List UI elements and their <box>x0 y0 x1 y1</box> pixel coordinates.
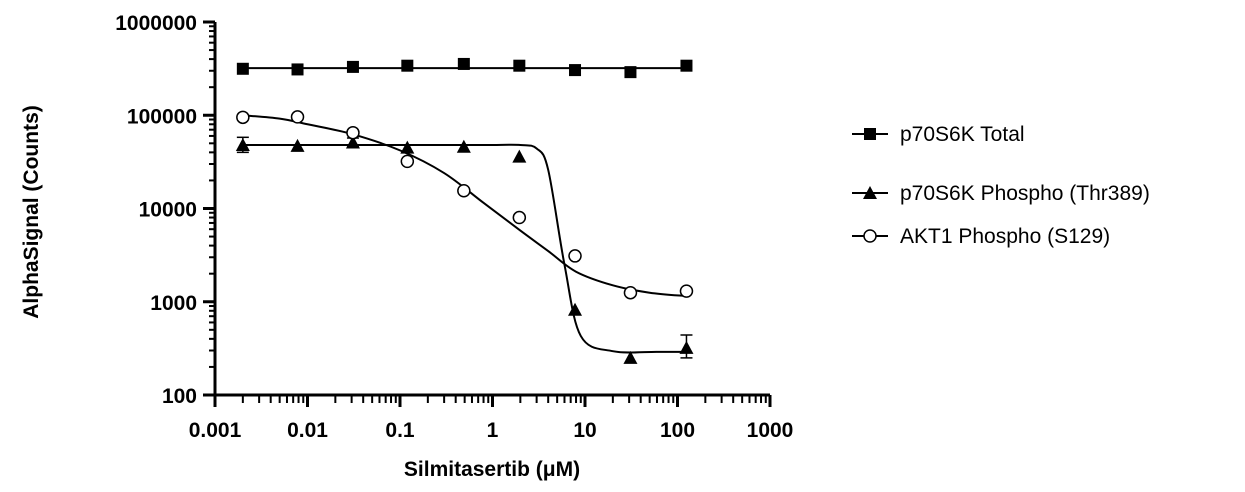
legend-entry-3: AKT1 Phospho (S129) <box>852 225 1110 248</box>
x-tick-label: 0.001 <box>189 419 242 442</box>
data-point-series-1 <box>457 57 470 70</box>
data-points <box>235 57 694 364</box>
data-point-series-3 <box>400 154 415 169</box>
legend-label: p70S6K Phospho (Thr389) <box>900 182 1150 205</box>
data-point-series-1 <box>680 59 693 72</box>
y-tick-label: 1000 <box>150 292 197 315</box>
x-tick-label: 0.01 <box>287 419 328 442</box>
y-tick-label: 1000000 <box>115 12 197 35</box>
legend-marker-icon <box>863 186 877 199</box>
data-point-series-2 <box>290 138 305 152</box>
x-tick-label: 0.1 <box>385 419 415 442</box>
data-point-series-3 <box>512 210 527 225</box>
data-point-series-3 <box>457 184 471 198</box>
legend-label: AKT1 Phospho (S129) <box>900 225 1110 248</box>
fit-curves <box>242 67 687 354</box>
data-point-series-2 <box>512 149 527 163</box>
data-point-series-1 <box>569 64 582 77</box>
legend-marker-icon <box>863 229 877 243</box>
legend-marker-icon <box>864 128 876 140</box>
data-point-series-1 <box>401 59 414 72</box>
data-point-series-1 <box>291 63 304 76</box>
legend: p70S6K Total p70S6K Phospho (Thr389) AKT1 … <box>852 123 1150 248</box>
data-point-series-3 <box>679 284 694 298</box>
fit-curve-series-2 <box>242 143 687 354</box>
data-point-series-2 <box>623 350 638 364</box>
x-tick-label: 100 <box>660 419 695 442</box>
data-point-series-2 <box>568 302 583 316</box>
data-point-series-1 <box>513 59 526 72</box>
data-point-series-3 <box>568 249 582 263</box>
y-tick-label: 100 <box>162 385 197 408</box>
y-tick-label: 100000 <box>127 105 197 128</box>
data-point-series-2 <box>400 140 415 154</box>
y-axis-title: AlphaSignal (Counts) <box>20 105 43 319</box>
data-point-series-3 <box>623 285 638 300</box>
y-tick-label: 10000 <box>139 199 197 222</box>
data-point-series-3 <box>290 110 305 124</box>
data-point-series-1 <box>346 60 359 73</box>
x-tick-label: 1 <box>487 419 499 442</box>
data-point-series-2 <box>345 135 360 149</box>
data-point-series-2 <box>456 139 471 153</box>
data-point-series-1 <box>236 62 249 75</box>
legend-entry-2: p70S6K Phospho (Thr389) <box>852 182 1150 205</box>
fit-curve-series-3 <box>242 114 687 298</box>
legend-entry-1: p70S6K Total <box>852 123 1025 146</box>
x-tick-label: 10 <box>573 419 596 442</box>
x-tick-label: 1000 <box>747 419 794 442</box>
data-point-series-2 <box>679 340 694 354</box>
data-point-series-2 <box>235 137 250 151</box>
axes: 0.001 0.01 0.1 1 10 100 1000 100 1000 10000 100000… <box>115 12 793 442</box>
data-point-series-1 <box>624 66 637 79</box>
x-axis-title: Silmitasertib (μM) <box>404 458 580 481</box>
data-point-series-3 <box>346 125 360 140</box>
data-point-series-3 <box>236 110 250 125</box>
legend-label: p70S6K Total <box>900 123 1025 146</box>
